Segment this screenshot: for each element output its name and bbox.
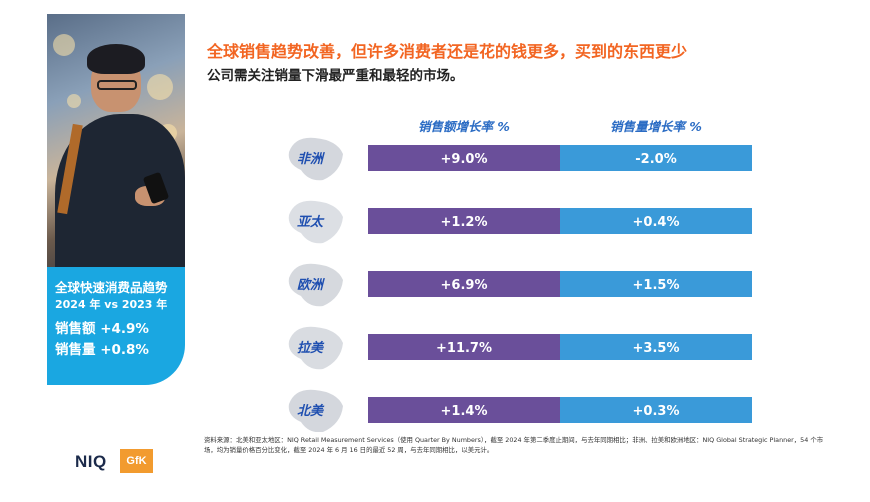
volume-growth-cell <box>560 271 752 297</box>
trend-sales-volume: 销售量 +0.8% <box>55 342 149 358</box>
volume-growth-label: +3.5% <box>633 341 680 356</box>
trend-sales-value: 销售额 +4.9% <box>55 321 149 337</box>
value-growth-cell <box>368 208 560 234</box>
region-label: 亚太 <box>297 214 325 230</box>
value-growth-label: +1.4% <box>441 404 488 419</box>
region-map-2 <box>288 263 343 307</box>
gfk-logo: GfK <box>120 449 153 473</box>
source-footnote: 资料来源：北美和亚太地区：NIQ Retail Measurement Serv… <box>204 436 824 454</box>
region-map-shape <box>288 263 343 307</box>
page-title: 全球销售趋势改善，但许多消费者还是花的钱更多，买到的东西更少 <box>207 42 688 61</box>
value-growth-cell <box>368 334 560 360</box>
volume-growth-label: +0.3% <box>633 404 680 419</box>
hero-photo <box>47 14 185 267</box>
niq-logo: NIQ <box>75 452 107 471</box>
value-growth-label: +6.9% <box>441 278 488 293</box>
trend-period: 2024 年 vs 2023 年 <box>55 298 168 311</box>
volume-growth-label: +0.4% <box>633 215 680 230</box>
volume-growth-cell <box>560 145 752 171</box>
value-growth-label: +9.0% <box>441 152 488 167</box>
region-label: 北美 <box>297 403 325 419</box>
region-map-shape <box>288 137 343 181</box>
region-map-shape <box>288 326 343 370</box>
volume-growth-label: -2.0% <box>635 152 676 167</box>
volume-growth-cell <box>560 208 752 234</box>
region-map-shape <box>288 389 343 432</box>
region-map-3 <box>288 326 343 370</box>
region-map-1 <box>288 200 343 244</box>
column-header-0: 销售额增长率 % <box>418 119 510 134</box>
region-label: 拉美 <box>297 340 325 356</box>
value-growth-label: +1.2% <box>441 215 488 230</box>
value-growth-cell <box>368 145 560 171</box>
region-map-4 <box>288 389 343 432</box>
value-growth-label: +11.7% <box>436 341 492 356</box>
region-label: 欧洲 <box>297 277 325 293</box>
value-growth-cell <box>368 397 560 423</box>
region-label: 非洲 <box>297 151 325 167</box>
value-growth-cell <box>368 271 560 297</box>
global-trend-summary: 全球快速消费品趋势 2024 年 vs 2023 年 销售额 +4.9% 销售量… <box>47 267 185 385</box>
volume-growth-cell <box>560 397 752 423</box>
region-map-shape <box>288 200 343 244</box>
volume-growth-label: +1.5% <box>633 278 680 293</box>
growth-chart: 销售额增长率 % 销售量增长率 % 非洲 +9.0% -2.0% 亚太 +1.2% +0.4%… <box>288 119 752 432</box>
region-map-0 <box>288 137 343 181</box>
volume-growth-cell <box>560 334 752 360</box>
column-header-1: 销售量增长率 % <box>610 119 702 134</box>
page-subtitle: 公司需关注销量下滑最严重和最轻的市场。 <box>207 68 464 84</box>
trend-title: 全球快速消费品趋势 <box>55 280 168 295</box>
